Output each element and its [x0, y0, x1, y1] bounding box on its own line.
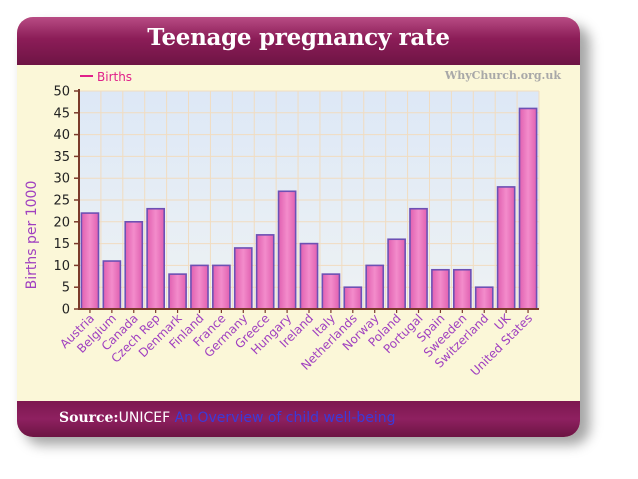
y-tick-label: 0	[62, 303, 70, 318]
bar-ireland	[299, 242, 319, 310]
bar-portugal	[409, 207, 428, 310]
bar-netherlands	[343, 286, 363, 310]
source-link[interactable]: An Overview of child well-being	[174, 410, 396, 426]
y-tick-label: 15	[53, 237, 70, 252]
y-tick-label: 20	[53, 215, 70, 230]
header-bar: Teenage pregnancy rate	[17, 17, 580, 65]
y-tick-label: 30	[53, 172, 70, 187]
y-tick-label: 35	[53, 150, 70, 165]
chart-title: Teenage pregnancy rate	[147, 24, 450, 51]
bar-czech-rep	[146, 207, 166, 310]
y-tick-label: 10	[53, 259, 70, 274]
bar-uk	[496, 186, 516, 310]
y-axis-title: Births per 1000	[24, 181, 40, 290]
bar-denmark	[168, 273, 187, 310]
bar-sweeden	[452, 268, 472, 310]
bar-belgium	[102, 260, 122, 310]
source-label: Source:	[59, 410, 119, 426]
legend-label: Births	[97, 70, 132, 84]
bar-italy	[321, 273, 341, 310]
bar-finland	[190, 264, 209, 310]
y-tick-label: 50	[53, 85, 70, 100]
bar-united-states	[518, 107, 538, 310]
bar-poland	[387, 238, 406, 310]
y-tick-label: 25	[53, 194, 70, 209]
bar-france	[212, 264, 231, 310]
watermark: WhyChurch.org.uk	[444, 69, 561, 82]
bar-hungary	[277, 190, 297, 310]
bar-switzerland	[474, 286, 494, 310]
bar-greece	[255, 234, 275, 310]
bar-canada	[124, 221, 144, 310]
y-tick-label: 5	[62, 281, 70, 296]
source-name: UNICEF	[118, 410, 171, 426]
bar-germany	[233, 247, 253, 310]
source-line: Source:UNICEF An Overview of child well-…	[59, 410, 396, 426]
bar-spain	[431, 268, 450, 310]
footer-bar: Source:UNICEF An Overview of child well-…	[17, 401, 580, 437]
bar-norway	[365, 264, 385, 310]
y-tick-label: 40	[53, 128, 70, 143]
bar-austria	[80, 212, 100, 310]
y-tick-label: 45	[53, 106, 70, 121]
